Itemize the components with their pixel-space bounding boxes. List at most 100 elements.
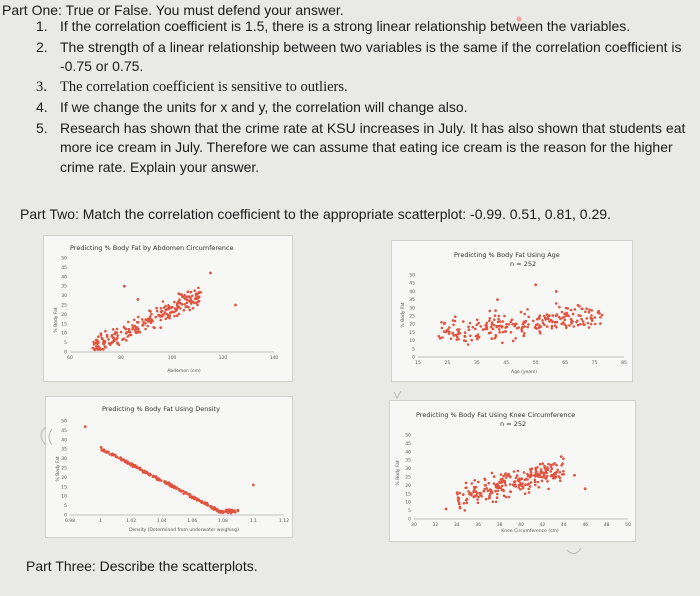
data-point xyxy=(511,483,515,486)
data-point xyxy=(200,501,203,504)
data-point xyxy=(484,323,487,327)
scatterplot-panel-density: Predicting % Body Fat Using Density % Bo… xyxy=(46,397,292,537)
data-point xyxy=(102,348,105,351)
data-point xyxy=(131,326,135,330)
data-point xyxy=(491,327,495,331)
data-point xyxy=(440,321,443,324)
data-point xyxy=(509,320,513,323)
data-point xyxy=(513,322,517,326)
data-point xyxy=(159,307,163,310)
y-tick-label: 5 xyxy=(64,340,67,346)
data-point xyxy=(517,486,520,489)
data-point xyxy=(451,319,455,322)
data-point xyxy=(448,330,451,334)
data-point xyxy=(155,306,158,310)
data-point xyxy=(494,485,498,489)
data-point xyxy=(175,487,178,490)
data-point xyxy=(176,302,179,306)
data-point xyxy=(191,306,195,310)
data-point xyxy=(581,307,584,311)
data-point xyxy=(111,341,115,344)
y-tick-label: 20 xyxy=(409,322,415,328)
data-point xyxy=(533,480,537,483)
data-point xyxy=(444,507,448,511)
data-point xyxy=(177,487,181,491)
data-point xyxy=(104,329,107,333)
data-point xyxy=(491,321,494,324)
data-point xyxy=(585,317,588,320)
data-point xyxy=(571,312,575,316)
y-tick-label: 15 xyxy=(61,484,67,490)
data-point xyxy=(161,315,164,318)
data-point xyxy=(504,330,508,333)
data-point xyxy=(512,480,516,483)
data-point xyxy=(521,482,524,485)
data-point xyxy=(157,478,160,482)
data-point xyxy=(557,474,560,478)
x-tick-label: 30 xyxy=(411,522,417,528)
data-point xyxy=(131,463,135,467)
data-point xyxy=(493,318,496,321)
data-point xyxy=(159,310,163,314)
data-point xyxy=(529,468,532,471)
y-tick-label: 30 xyxy=(61,293,67,299)
data-point xyxy=(519,482,522,485)
data-point xyxy=(580,317,583,321)
data-point xyxy=(501,341,504,345)
data-point xyxy=(519,310,523,314)
data-point xyxy=(559,455,563,458)
data-point xyxy=(519,488,522,491)
data-point xyxy=(565,311,568,315)
data-point xyxy=(511,339,515,343)
data-point xyxy=(210,505,213,508)
data-point xyxy=(173,314,176,318)
data-point xyxy=(92,340,95,344)
data-point xyxy=(198,291,201,294)
part-two-heading: Part Two: Match the correlation coeffici… xyxy=(20,206,611,222)
data-point xyxy=(555,302,558,305)
data-point xyxy=(467,325,470,329)
data-point xyxy=(177,300,181,303)
data-point xyxy=(462,320,465,323)
data-point xyxy=(122,337,126,340)
data-point xyxy=(510,318,514,321)
data-point xyxy=(497,317,500,321)
x-tick-label: 38 xyxy=(497,522,503,528)
data-point xyxy=(129,463,132,466)
x-tick-label: 85 xyxy=(621,360,627,366)
data-point xyxy=(134,328,137,331)
data-point xyxy=(560,322,563,326)
data-point xyxy=(159,326,163,329)
data-point xyxy=(548,320,551,323)
data-point xyxy=(142,320,145,324)
data-point xyxy=(496,489,500,492)
y-tick-label: 0 xyxy=(412,355,415,361)
data-point xyxy=(578,323,582,326)
data-point xyxy=(504,484,507,487)
chart-title: Predicting % Body Fat by Abdomen Circumf… xyxy=(70,244,234,252)
data-point xyxy=(473,485,476,489)
data-point xyxy=(484,497,488,501)
data-point xyxy=(485,487,488,490)
data-point xyxy=(153,326,156,330)
y-tick-label: 35 xyxy=(409,297,415,303)
data-point xyxy=(468,321,472,325)
data-point xyxy=(507,495,511,499)
data-point xyxy=(189,300,193,304)
data-point xyxy=(144,327,147,331)
data-point xyxy=(573,473,576,477)
data-point xyxy=(209,271,212,275)
data-point xyxy=(452,334,456,337)
data-point xyxy=(99,332,103,335)
data-point xyxy=(516,474,519,477)
question-number: 4. xyxy=(36,99,48,115)
data-point xyxy=(136,326,139,329)
x-axis-label: Knee Circumference (cm) xyxy=(501,528,559,534)
data-point xyxy=(115,331,119,334)
data-point xyxy=(496,298,499,301)
data-point xyxy=(590,319,594,322)
data-point xyxy=(496,492,499,496)
